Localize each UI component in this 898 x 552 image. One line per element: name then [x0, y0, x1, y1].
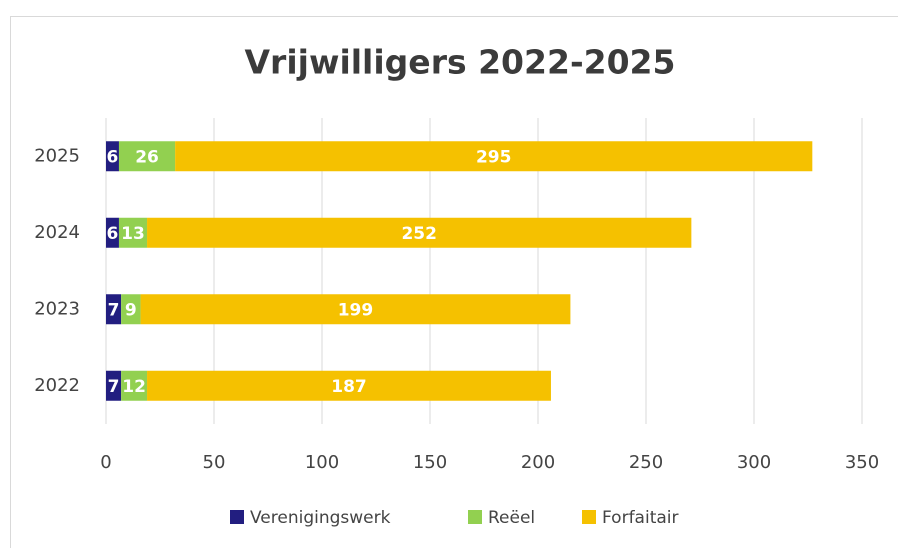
legend-label: Reëel — [488, 508, 535, 528]
x-tick-label: 100 — [305, 452, 339, 473]
x-tick-label: 300 — [737, 452, 771, 473]
chart-title: Vrijwilligers 2022-2025 — [245, 43, 676, 82]
data-label: 9 — [125, 300, 137, 320]
data-label: 7 — [108, 300, 120, 320]
legend-swatch — [230, 510, 244, 524]
legend-label: Forfaitair — [602, 508, 678, 528]
data-label: 6 — [107, 224, 119, 244]
legend-swatch — [582, 510, 596, 524]
x-tick-label: 0 — [100, 452, 111, 473]
x-tick-label: 50 — [203, 452, 226, 473]
data-label: 13 — [121, 224, 145, 244]
x-tick-label: 250 — [629, 452, 663, 473]
y-tick-label: 2023 — [34, 298, 80, 319]
data-label: 26 — [135, 147, 159, 167]
y-tick-label: 2024 — [34, 222, 80, 243]
y-tick-label: 2025 — [34, 145, 80, 166]
data-label: 295 — [476, 147, 512, 167]
data-label: 7 — [108, 377, 120, 397]
data-label: 12 — [122, 377, 146, 397]
legend-label: Verenigingswerk — [250, 508, 391, 528]
data-label: 6 — [107, 147, 119, 167]
data-label: 199 — [338, 300, 374, 320]
x-tick-label: 200 — [521, 452, 555, 473]
data-label: 187 — [331, 377, 367, 397]
x-tick-label: 350 — [845, 452, 879, 473]
legend-swatch — [468, 510, 482, 524]
y-tick-label: 2022 — [34, 375, 80, 396]
data-label: 252 — [401, 224, 437, 244]
x-tick-label: 150 — [413, 452, 447, 473]
